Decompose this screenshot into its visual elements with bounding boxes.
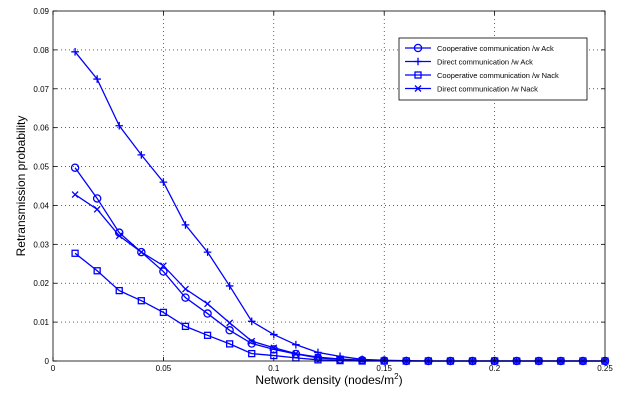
data-point [115,232,123,240]
y-tick-label: 0.07 [33,85,49,94]
data-point [159,262,167,270]
x-axis-label: Network density (nodes/m2) [255,372,402,387]
x-axis-label-sup: 2 [394,372,399,381]
legend: Cooperative communication /w Ack Direct c… [398,37,588,101]
data-point [292,350,300,358]
data-point [225,326,234,335]
data-point [203,309,212,318]
data-point [159,178,168,186]
x-tick-label: 0 [51,364,56,373]
data-point [247,317,256,326]
data-point [181,322,190,331]
legend-label: Cooperative communication /w Ack [437,44,554,53]
y-tick-label: 0.06 [33,124,49,133]
plot-frame [52,10,606,362]
x-tick-label: 0.05 [156,364,172,373]
data-point [71,249,79,257]
data-point [92,194,102,203]
data-point [137,297,145,305]
data-point [137,247,146,257]
data-point [115,286,123,295]
legend-label: Direct communication /w Nack [437,85,538,94]
data-point [248,337,256,345]
y-tick-label: 0.09 [33,7,49,16]
data-point [248,349,256,358]
y-tick-labels: 0 0.01 0.02 0.03 0.04 0.05 0.06 0.07 0.08 0.09 [33,7,49,366]
data-point [414,71,422,79]
y-tick-label: 0.08 [33,46,49,55]
data-point [204,300,212,308]
y-axis-label: Retransmission probability [14,116,28,257]
legend-label: Direct communication /w Ack [437,58,533,67]
x-axis-label-main: Network density (nodes/m [255,373,394,387]
data-point [70,163,80,172]
data-point [314,353,322,361]
data-point [137,248,145,256]
data-point [137,151,146,159]
data-point [270,344,278,352]
data-point [93,267,101,275]
data-point [314,348,322,357]
data-point [413,43,423,53]
y-tick-label: 0.01 [33,318,49,327]
data-point [203,248,212,256]
data-point [159,267,168,276]
legend-entry: Cooperative communication /w Ack [405,43,554,53]
x-tick-labels: 0 0.05 0.1 0.15 0.2 0.25 [51,364,614,373]
data-point [247,339,256,348]
data-point [71,191,79,199]
y-tick-label: 0.05 [33,163,49,172]
legend-entry: Cooperative communication /w Nack [405,71,559,80]
data-point [181,221,190,229]
data-point [414,57,422,66]
y-tick-label: 0.02 [33,279,49,288]
data-point [115,121,124,130]
legend-entry: Direct communication /w Ack [405,58,533,67]
x-tick-label: 0.1 [268,364,280,373]
x-tick-label: 0.2 [489,364,501,373]
y-tick-label: 0 [45,357,50,366]
x-axis-label-end: ) [399,373,403,387]
data-point [225,340,234,348]
y-tick-label: 0.03 [33,240,49,249]
legend-entry: Direct communication /w Nack [405,85,538,94]
data-point [358,356,366,364]
y-tick-label: 0.04 [33,201,49,210]
legend-label: Cooperative communication /w Nack [437,71,559,80]
data-point [270,330,278,339]
data-point [292,340,300,349]
x-tick-label: 0.25 [597,364,613,373]
data-point [225,282,234,290]
data-point [181,293,190,302]
axis-ticks [52,10,606,362]
data-point [93,75,101,83]
data-point [182,285,189,293]
data-point [93,205,101,213]
x-tick-label: 0.15 [376,364,392,373]
data-point [226,319,234,327]
data-point [414,85,422,92]
data-point [159,308,168,317]
data-point [203,331,212,339]
data-point [71,48,79,56]
